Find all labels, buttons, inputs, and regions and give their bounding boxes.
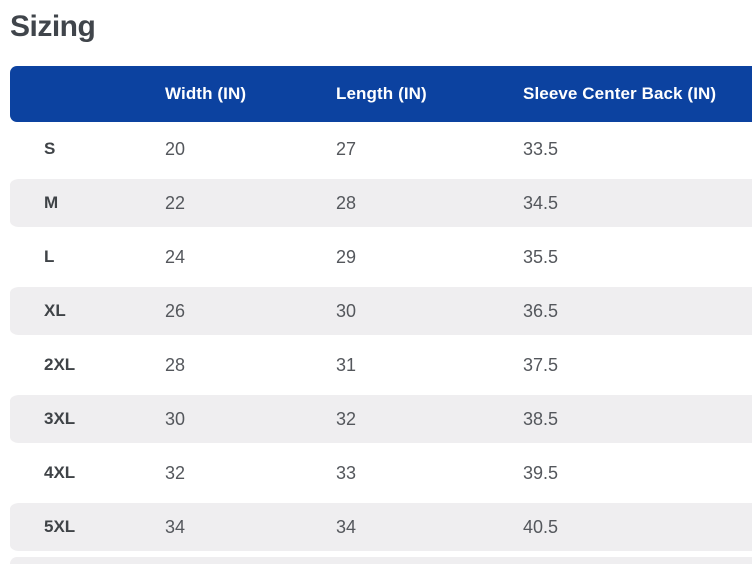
cell-length: 27 xyxy=(336,138,357,159)
page-title: Sizing xyxy=(10,10,96,43)
header-cell-width: Width (IN) xyxy=(165,84,247,103)
row-size-label: 2XL xyxy=(44,355,76,374)
table-row: 4XL 32 33 39.5 xyxy=(10,446,752,500)
table-row: XL 26 30 36.5 xyxy=(10,284,752,338)
row-size-label: 3XL xyxy=(44,409,76,428)
cell-width: 24 xyxy=(165,246,186,267)
table-header-row: Width (IN) Length (IN) Sleeve Center Bac… xyxy=(10,66,752,122)
table-row: L 24 29 35.5 xyxy=(10,230,752,284)
cell-sleeve: 39.5 xyxy=(523,462,559,483)
cell-length: 32 xyxy=(336,408,357,429)
cell-length: 31 xyxy=(336,354,357,375)
cell-sleeve: 35.5 xyxy=(523,246,559,267)
cell-sleeve: 40.5 xyxy=(523,516,559,537)
table-row: 2XL 28 31 37.5 xyxy=(10,338,752,392)
cell-width: 20 xyxy=(165,138,186,159)
cell-sleeve: 34.5 xyxy=(523,192,559,213)
cell-length: 30 xyxy=(336,300,357,321)
cell-length: 34 xyxy=(336,516,357,537)
cell-width: 30 xyxy=(165,408,186,429)
cell-width: 22 xyxy=(165,192,186,213)
cell-width: 32 xyxy=(165,462,186,483)
cell-sleeve: 38.5 xyxy=(523,408,559,429)
row-size-label: M xyxy=(44,193,59,212)
table-row: M 22 28 34.5 xyxy=(10,176,752,230)
row-size-label: XL xyxy=(44,301,66,320)
table-row: S 20 27 33.5 xyxy=(10,122,752,176)
cell-length: 33 xyxy=(336,462,357,483)
cell-sleeve: 37.5 xyxy=(523,354,559,375)
next-row-partial xyxy=(10,557,752,564)
cell-width: 34 xyxy=(165,516,186,537)
sizing-table: Width (IN) Length (IN) Sleeve Center Bac… xyxy=(10,66,752,554)
row-size-label: 5XL xyxy=(44,517,76,536)
row-size-label: L xyxy=(44,247,55,266)
row-size-label: 4XL xyxy=(44,463,76,482)
header-cell-length: Length (IN) xyxy=(336,84,427,103)
cell-width: 26 xyxy=(165,300,186,321)
row-size-label: S xyxy=(44,139,56,158)
cell-length: 29 xyxy=(336,246,357,267)
cell-sleeve: 36.5 xyxy=(523,300,559,321)
table-row: 3XL 30 32 38.5 xyxy=(10,392,752,446)
table-row: 5XL 34 34 40.5 xyxy=(10,500,752,554)
cell-sleeve: 33.5 xyxy=(523,138,559,159)
cell-width: 28 xyxy=(165,354,186,375)
cell-length: 28 xyxy=(336,192,357,213)
header-cell-sleeve: Sleeve Center Back (IN) xyxy=(523,84,717,103)
